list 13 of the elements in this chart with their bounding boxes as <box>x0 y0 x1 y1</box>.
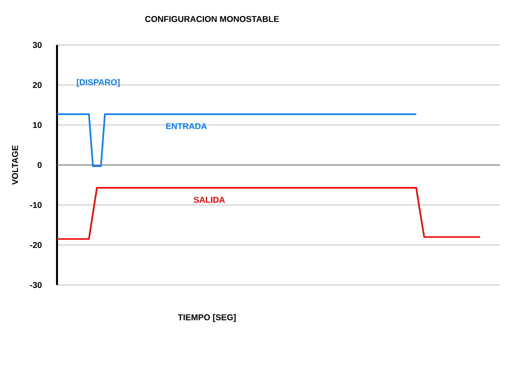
y-tick-label: -10 <box>30 202 42 208</box>
y-tick-label: -30 <box>30 282 42 288</box>
series-label: SALIDA <box>194 196 225 203</box>
annotation: [DISPARO] <box>76 78 120 87</box>
y-axis-title: VOLTAGE <box>12 145 18 185</box>
x-axis-title: TIEMPO [SEG] <box>178 314 236 322</box>
y-tick-label: 30 <box>32 42 42 48</box>
series-label: ENTRADA <box>166 123 207 130</box>
y-tick-label: -20 <box>30 242 42 248</box>
chart-title: CONFIGURACION MONOSTABLE <box>145 16 279 22</box>
y-tick-label: 20 <box>32 82 42 88</box>
y-tick-label: 0 <box>38 162 42 168</box>
y-tick-label: 10 <box>33 122 42 128</box>
